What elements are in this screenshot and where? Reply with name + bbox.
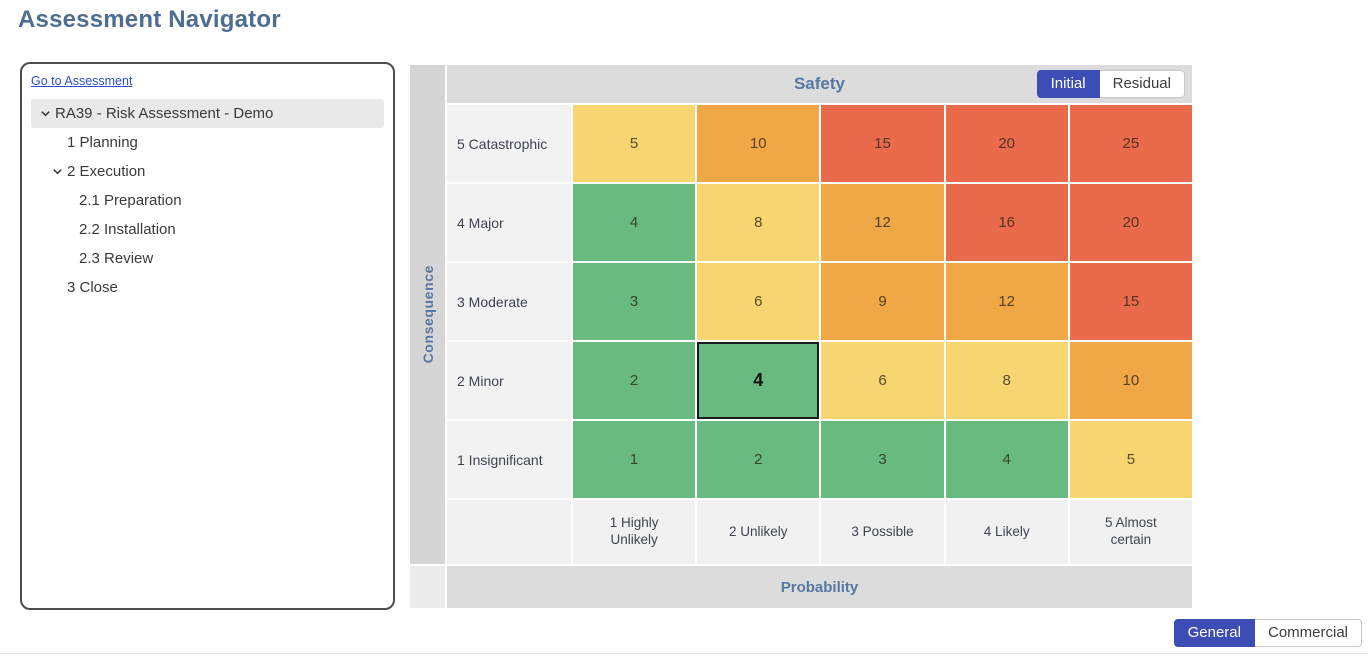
matrix-header: Safety Initial Residual	[447, 65, 1192, 103]
initial-button[interactable]: Initial	[1036, 70, 1100, 98]
tree-item-preparation[interactable]: 2.1 Preparation	[31, 186, 384, 215]
column-label-highly-unlikely: 1 Highly Unlikely	[573, 500, 696, 564]
tree-item-review[interactable]: 2.3 Review	[31, 244, 384, 273]
matrix-cell[interactable]: 5	[1069, 421, 1192, 498]
tree-item-label: 2 Execution	[67, 163, 146, 180]
matrix-cell[interactable]: 8	[697, 184, 820, 261]
matrix-cell[interactable]: 20	[945, 105, 1068, 182]
commercial-button[interactable]: Commercial	[1254, 619, 1362, 647]
matrix-cell[interactable]: 8	[945, 342, 1068, 419]
matrix-cell[interactable]: 6	[697, 263, 820, 340]
matrix-cell[interactable]: 20	[1069, 184, 1192, 261]
tree-item-label: 2.2 Installation	[79, 221, 176, 238]
tree-item-label: 1 Planning	[67, 134, 138, 151]
matrix-footer-corner	[410, 566, 445, 608]
x-axis-label-spacer	[447, 500, 571, 564]
matrix-cell[interactable]: 10	[1069, 342, 1192, 419]
matrix-cell[interactable]: 12	[821, 184, 944, 261]
residual-button[interactable]: Residual	[1099, 70, 1185, 98]
matrix-cell[interactable]: 15	[1069, 263, 1192, 340]
tree-item-execution[interactable]: 2 Execution	[31, 157, 384, 186]
consequence-axis-label: Consequence	[419, 265, 436, 364]
matrix-cell[interactable]: 4	[573, 184, 696, 261]
matrix-cell[interactable]: 25	[1069, 105, 1192, 182]
general-button[interactable]: General	[1173, 619, 1255, 647]
tree-item-label: 3 Close	[67, 279, 118, 296]
matrix-cell[interactable]: 4	[945, 421, 1068, 498]
matrix-cell[interactable]: 15	[821, 105, 944, 182]
page-bottom-divider	[0, 653, 1368, 654]
matrix-cell[interactable]: 10	[697, 105, 820, 182]
risk-matrix: Consequence Safety Initial Residual 5 Ca…	[410, 65, 1192, 608]
row-label-catastrophic: 5 Catastrophic	[447, 105, 571, 182]
matrix-cell[interactable]: 3	[573, 263, 696, 340]
row-label-minor: 2 Minor	[447, 342, 571, 419]
matrix-cell[interactable]: 2	[697, 421, 820, 498]
matrix-cell[interactable]: 6	[821, 342, 944, 419]
matrix-cell[interactable]: 2	[573, 342, 696, 419]
matrix-cell-selected[interactable]: 4	[697, 342, 820, 419]
matrix-cell[interactable]: 16	[945, 184, 1068, 261]
go-to-assessment-link[interactable]: Go to Assessment	[31, 74, 133, 88]
tree-item-planning[interactable]: 1 Planning	[31, 128, 384, 157]
matrix-cell[interactable]: 5	[573, 105, 696, 182]
row-label-major: 4 Major	[447, 184, 571, 261]
assessment-tree-panel: Go to Assessment RA39 - Risk Assessment …	[20, 62, 395, 610]
matrix-cell[interactable]: 1	[573, 421, 696, 498]
matrix-cell[interactable]: 12	[945, 263, 1068, 340]
matrix-cell[interactable]: 9	[821, 263, 944, 340]
page-title: Assessment Navigator	[18, 6, 281, 33]
row-label-moderate: 3 Moderate	[447, 263, 571, 340]
matrix-category-title: Safety	[793, 74, 845, 93]
tree-item-label: RA39 - Risk Assessment - Demo	[55, 105, 274, 122]
matrix-cell[interactable]: 3	[821, 421, 944, 498]
chevron-down-icon[interactable]	[48, 166, 67, 177]
column-label-almost-certain: 5 Almost certain	[1069, 500, 1192, 564]
tree-item-label: 2.1 Preparation	[79, 192, 182, 209]
column-label-likely: 4 Likely	[945, 500, 1068, 564]
row-label-insignificant: 1 Insignificant	[447, 421, 571, 498]
tree-item-label: 2.3 Review	[79, 250, 154, 267]
tree-item-installation[interactable]: 2.2 Installation	[31, 215, 384, 244]
column-label-possible: 3 Possible	[821, 500, 944, 564]
chevron-down-icon[interactable]	[36, 108, 55, 119]
tree-item-close[interactable]: 3 Close	[31, 273, 384, 302]
column-label-unlikely: 2 Unlikely	[697, 500, 820, 564]
initial-residual-toggle: Initial Residual	[1036, 70, 1185, 98]
probability-axis-label: Probability	[447, 566, 1192, 608]
general-commercial-toggle: General Commercial	[1173, 619, 1362, 647]
assessment-tree: RA39 - Risk Assessment - Demo 1 Planning…	[31, 99, 384, 302]
consequence-axis: Consequence	[410, 65, 445, 564]
tree-item-ra39[interactable]: RA39 - Risk Assessment - Demo	[31, 99, 384, 128]
